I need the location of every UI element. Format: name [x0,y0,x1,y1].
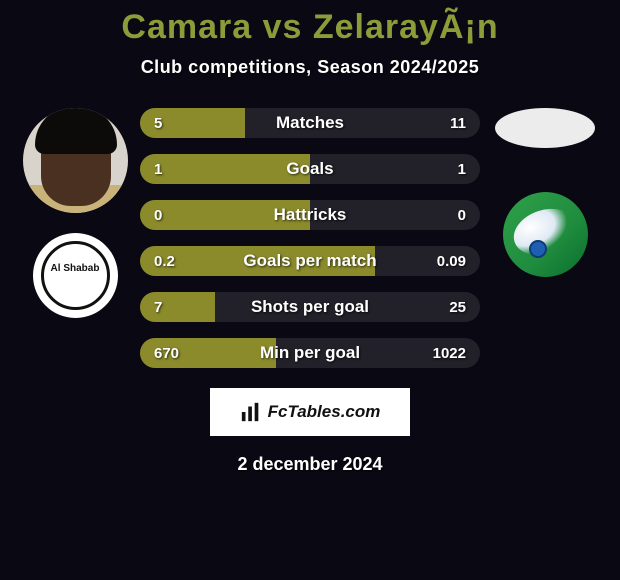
stat-row: 6701022Min per goal [140,338,480,368]
page-title: Camara vs ZelarayÃ¡n [0,0,620,47]
stat-row: 725Shots per goal [140,292,480,322]
branding-text: FcTables.com [268,402,381,422]
club-right-badge [503,192,588,277]
club-left-badge: Al Shabab [33,233,118,318]
club-left-label: Al Shabab [33,263,118,274]
stat-label: Goals per match [140,246,480,276]
stat-label: Hattricks [140,200,480,230]
player-left-avatar [23,108,128,213]
stat-row: 0.20.09Goals per match [140,246,480,276]
right-column [490,108,600,277]
stat-bars: 511Matches 11Goals 00Hattricks 0.20.09Goals… [140,108,480,368]
stat-row: 511Matches [140,108,480,138]
date-text: 2 december 2024 [0,454,620,475]
player-left-hair [35,108,117,154]
stat-row: 00Hattricks [140,200,480,230]
stat-label: Goals [140,154,480,184]
branding-box: FcTables.com [210,388,410,436]
left-column: Al Shabab [20,108,130,318]
stat-label: Min per goal [140,338,480,368]
club-left-ring [41,241,110,310]
stat-row: 11Goals [140,154,480,184]
stat-label: Shots per goal [140,292,480,322]
comparison-area: Al Shabab 511Matches 11Goals 00Hattricks 0.… [0,108,620,475]
stat-label: Matches [140,108,480,138]
chart-bars-icon [240,401,262,423]
page-subtitle: Club competitions, Season 2024/2025 [0,57,620,78]
player-right-avatar [495,108,595,148]
club-right-ball [529,240,547,258]
